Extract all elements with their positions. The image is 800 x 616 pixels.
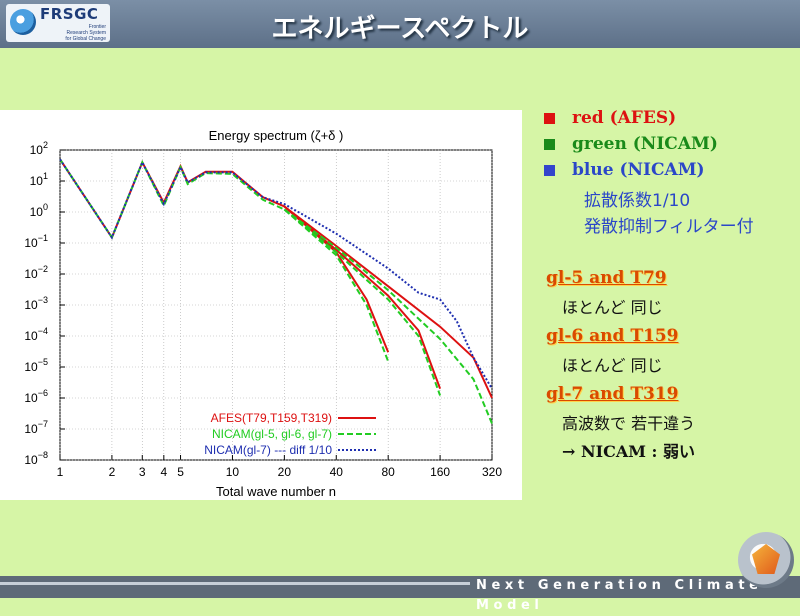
note-body-gl5: ほとんど 同じ: [562, 298, 663, 317]
series-line-2-3: [283, 208, 493, 424]
y-tick-label: 102: [30, 140, 48, 157]
y-tick-label: 10−1: [24, 233, 48, 250]
legend-blue-label: blue (NICAM): [572, 160, 705, 180]
x-tick-label: 40: [330, 465, 344, 479]
chart-panel: 1 2 3 4 5 10 20 40 80 160 320 102 101 100 10−1 10−2 10−3…: [0, 110, 522, 500]
legend-sub-filter: 発散抑制フィルター付: [584, 217, 754, 237]
energy-spectrum-chart: 1 2 3 4 5 10 20 40 80 160 32010210110010−110−210−3…: [24, 128, 502, 499]
header-bar: FRSGC Frontier Research System for Globa…: [0, 0, 800, 48]
series-line-1-2: [283, 205, 442, 390]
y-tick-exponent: −5: [38, 357, 48, 367]
series-line-1-3: [283, 205, 493, 399]
note-body-gl7-conclusion: → NICAM : 弱い: [562, 442, 695, 461]
blue-square-icon: [544, 165, 555, 176]
legend-red-label: red (AFES): [572, 108, 677, 128]
logo-line-3: for Global Change: [65, 36, 106, 42]
y-tick-label: 101: [30, 171, 48, 188]
right-legend: red (AFES) green (NICAM) blue (NICAM) 拡散…: [542, 108, 792, 238]
x-tick-label: 320: [482, 465, 502, 479]
x-tick-label: 3: [139, 465, 146, 479]
footer-bar: [0, 576, 800, 598]
legend-label-2: NICAM(gl-5, gl-6, gl-7): [212, 427, 332, 441]
note-body-gl7: 高波数で 若干違う: [562, 414, 696, 433]
y-tick-exponent: −8: [38, 450, 48, 460]
x-tick-label: 4: [160, 465, 167, 479]
globe-icon: [10, 9, 36, 35]
y-tick-label: 10−2: [24, 264, 48, 281]
frsgc-logo: FRSGC Frontier Research System for Globa…: [6, 4, 110, 42]
logo-name: FRSGC: [40, 5, 99, 23]
x-tick-label: 1: [57, 465, 64, 479]
series-line-2-1: [59, 158, 390, 362]
y-tick-label: 10−6: [24, 388, 48, 405]
legend-sub-diffusion: 拡散係数1/10: [584, 191, 691, 211]
comparison-notes: gl-5 and T79 ほとんど 同じ gl-6 and T159 ほとんど …: [546, 266, 796, 468]
y-tick-label: 10−7: [24, 419, 48, 436]
y-tick-label: 10−8: [24, 450, 48, 467]
y-tick-exponent: −1: [38, 233, 48, 243]
note-title-gl5: gl-5 and T79: [546, 268, 667, 288]
y-tick-label: 10−4: [24, 326, 48, 343]
red-square-icon: [544, 113, 555, 124]
note-body-gl6: ほとんど 同じ: [562, 356, 663, 375]
legend-green-row: green (NICAM): [542, 134, 792, 160]
y-tick-label: 10−5: [24, 357, 48, 374]
note-title-gl6: gl-6 and T159: [546, 326, 679, 346]
x-tick-label: 10: [226, 465, 240, 479]
y-tick-label: 100: [30, 202, 48, 219]
x-tick-label: 20: [278, 465, 292, 479]
y-tick-exponent: −2: [38, 264, 48, 274]
y-tick-exponent: −3: [38, 295, 48, 305]
y-tick-exponent: 1: [43, 171, 48, 181]
x-tick-label: 80: [381, 465, 395, 479]
y-tick-exponent: −4: [38, 326, 48, 336]
legend-red-row: red (AFES): [542, 108, 792, 134]
footer-divider: [0, 582, 470, 585]
x-tick-label: 160: [430, 465, 450, 479]
x-tick-label: 5: [177, 465, 184, 479]
slide-title: エネルギースペクトル: [271, 14, 529, 44]
x-tick-label: 2: [109, 465, 116, 479]
chart-title: Energy spectrum (ζ+δ ): [209, 128, 344, 143]
y-tick-exponent: −6: [38, 388, 48, 398]
y-tick-exponent: 0: [43, 202, 48, 212]
series-line-2-2: [283, 208, 442, 396]
logo-line-2: Research System: [66, 30, 106, 36]
legend-label-3: NICAM(gl-7) --- diff 1/10: [204, 443, 332, 457]
note-title-gl7: gl-7 and T319: [546, 384, 679, 404]
green-square-icon: [544, 139, 555, 150]
series-line-3-1: [59, 158, 493, 390]
legend-blue-row: blue (NICAM): [542, 160, 792, 186]
y-tick-exponent: 2: [43, 140, 48, 150]
y-tick-exponent: −7: [38, 419, 48, 429]
legend-green-label: green (NICAM): [572, 134, 718, 154]
y-tick-label: 10−3: [24, 295, 48, 312]
logo-line-1: Frontier: [88, 24, 106, 30]
legend-label-1: AFES(T79,T159,T319): [211, 411, 332, 425]
x-axis-label: Total wave number n: [216, 484, 336, 499]
